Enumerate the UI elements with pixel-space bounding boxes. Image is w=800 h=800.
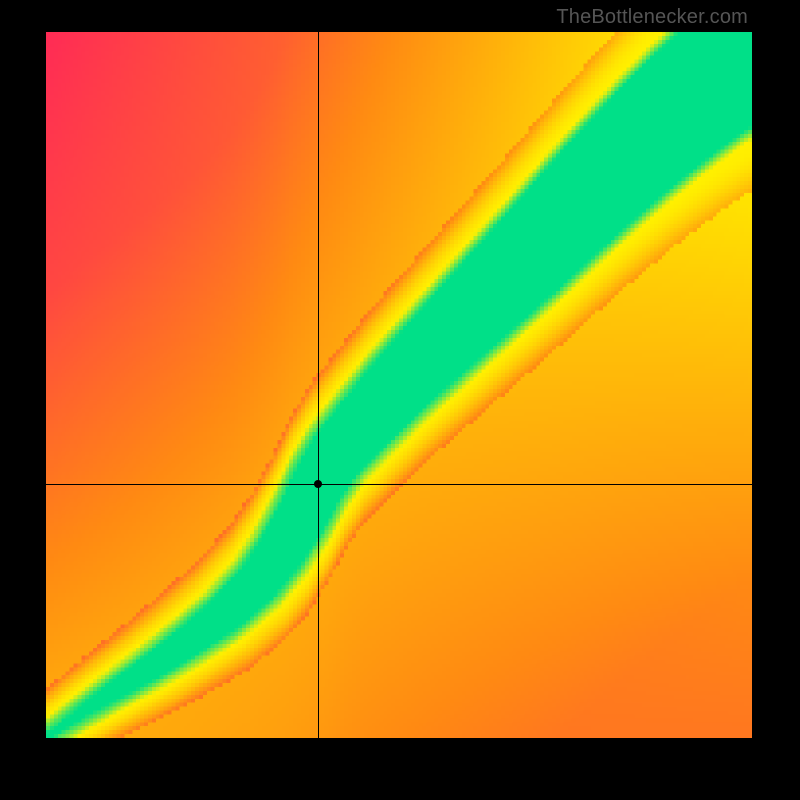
chart-container: TheBottlenecker.com: [0, 0, 800, 800]
heatmap-canvas: [46, 32, 752, 738]
crosshair-marker: [314, 480, 322, 488]
watermark-text: TheBottlenecker.com: [556, 6, 748, 29]
crosshair-horizontal: [46, 484, 752, 485]
crosshair-vertical: [318, 32, 319, 738]
